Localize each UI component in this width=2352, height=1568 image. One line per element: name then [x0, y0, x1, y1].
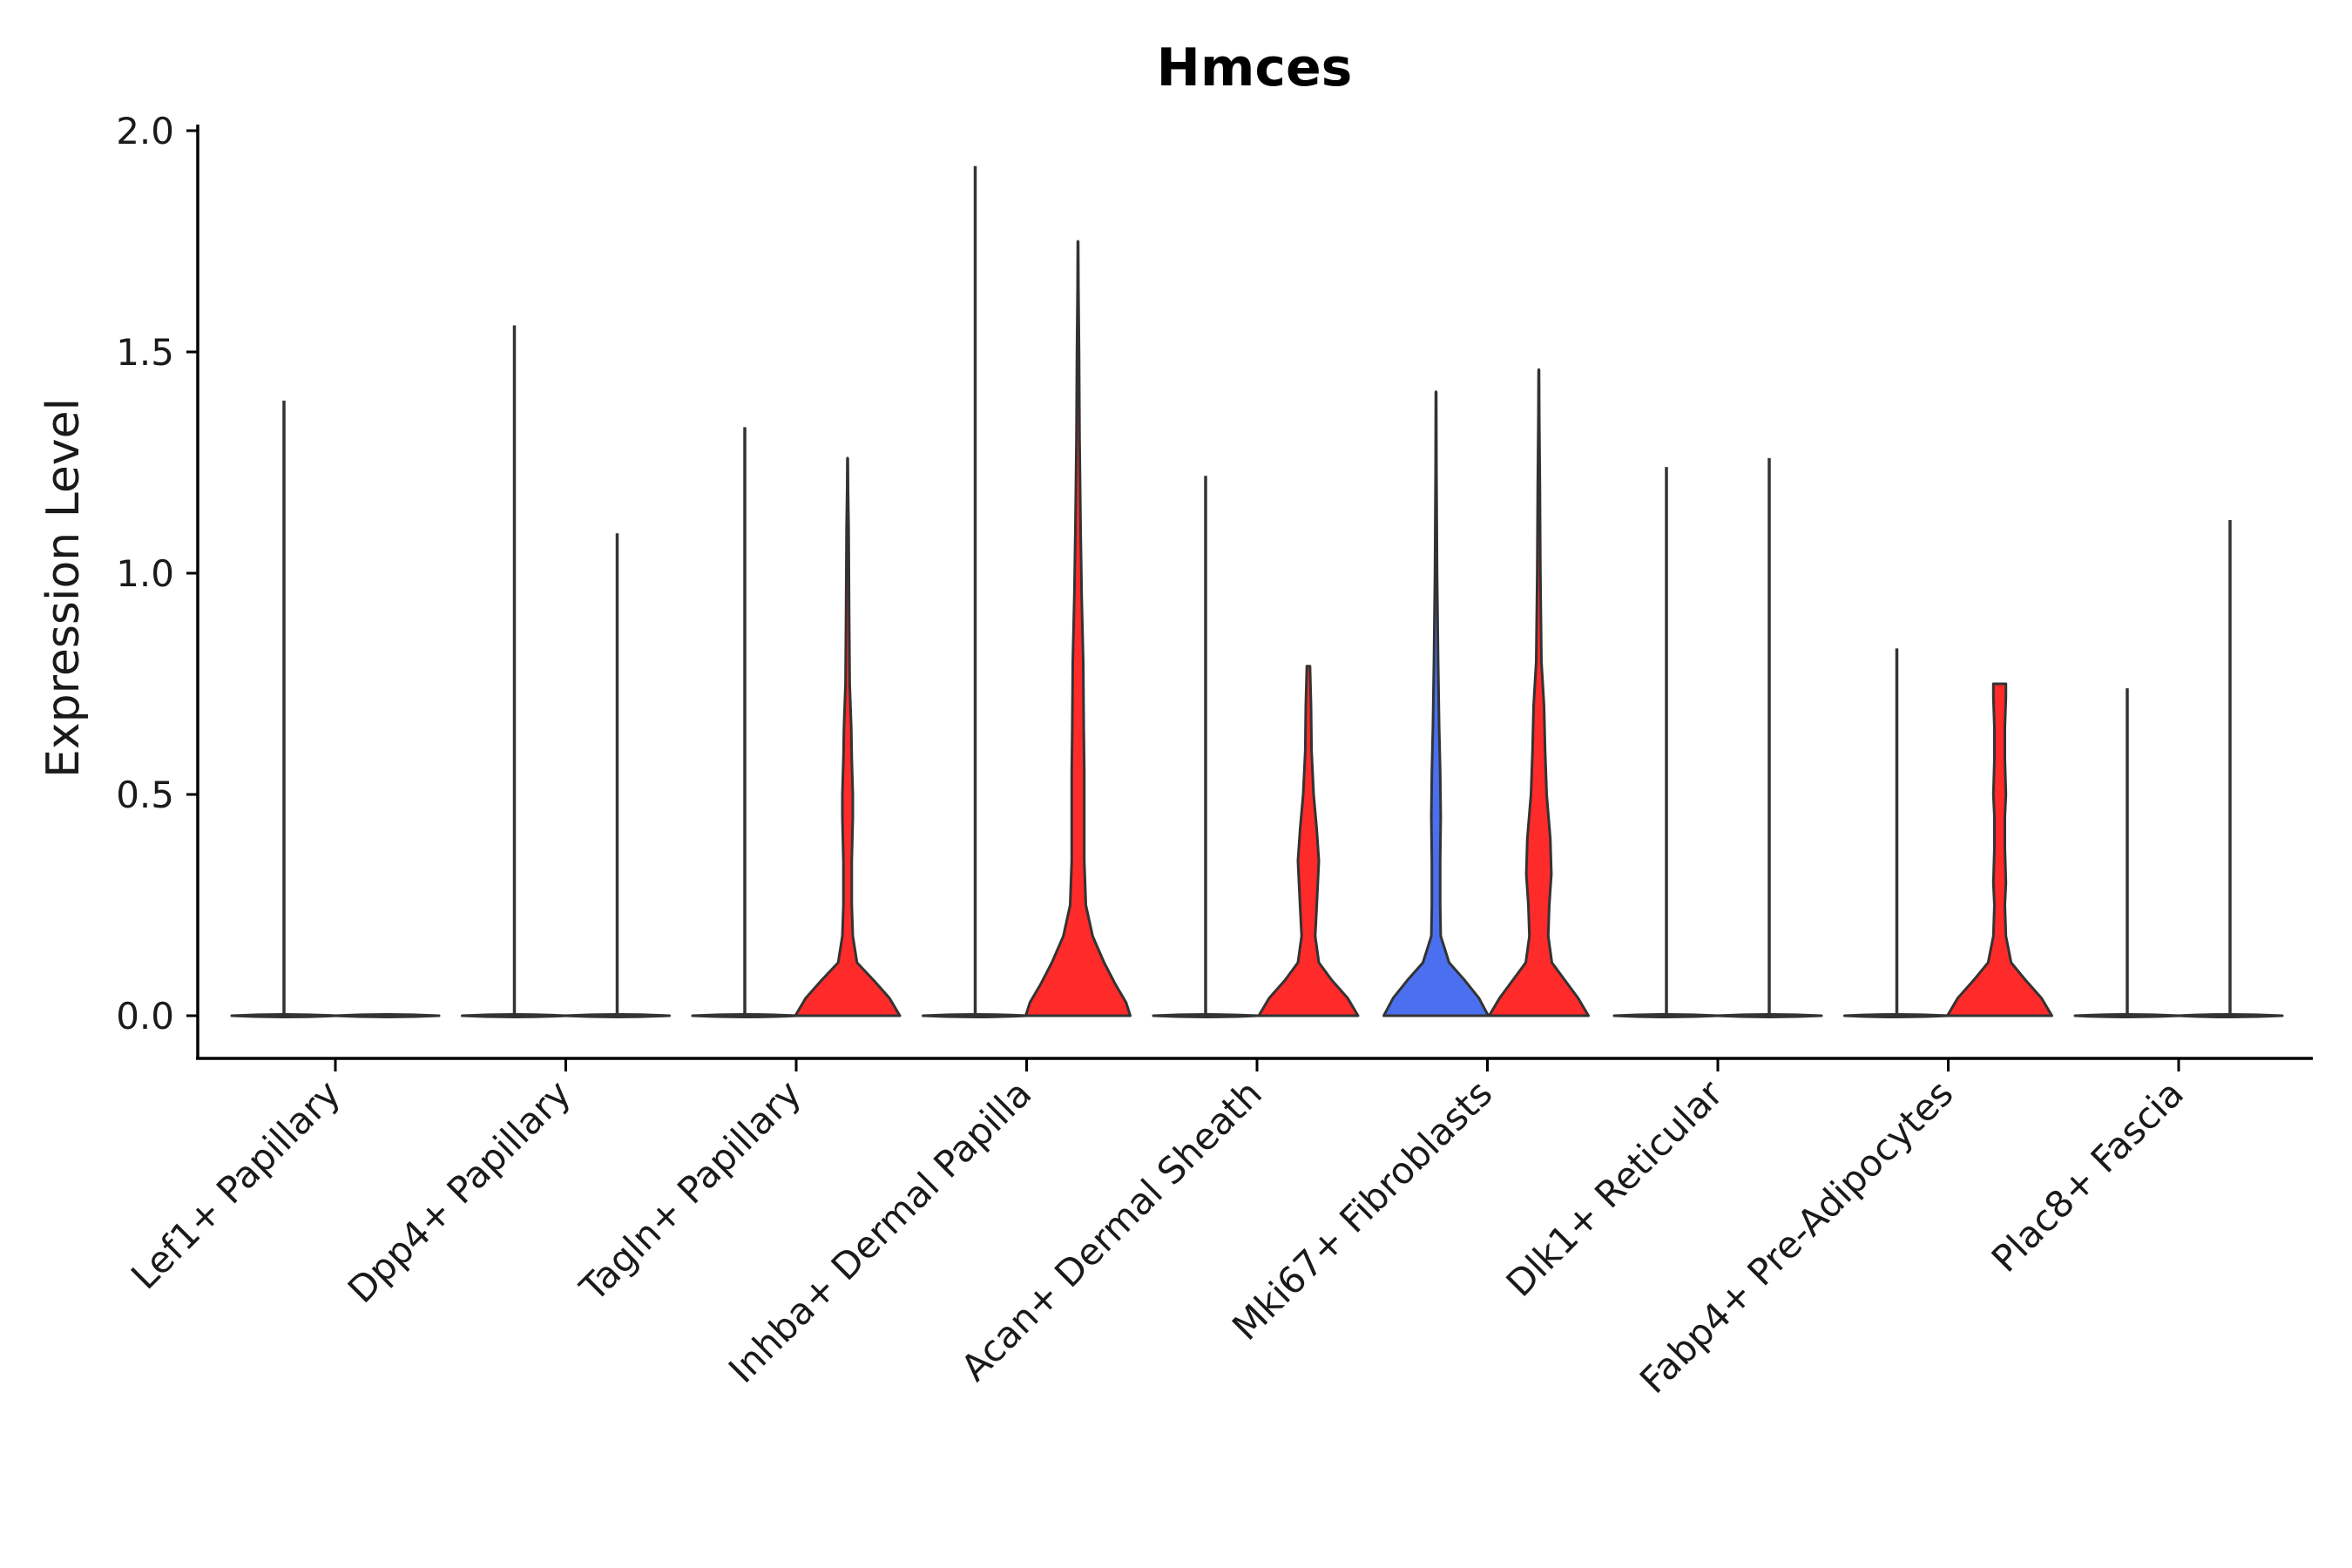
x-tick-label: Lef1+ Papillary: [123, 1071, 348, 1297]
x-tick-label: Plac8+ Fascia: [1984, 1071, 2192, 1280]
violin-4-1: [1257, 665, 1360, 1017]
y-tick-label: 0.5: [116, 774, 174, 816]
violin-2-1: [794, 456, 902, 1017]
y-axis: 0.0 0.5 1.0 1.5 2.0: [116, 110, 198, 1037]
y-tick-label: 0.0: [116, 995, 174, 1037]
violin-layer: [230, 166, 2284, 1018]
violin-3-1: [1024, 240, 1132, 1017]
chart-title: Hmces: [1157, 37, 1353, 98]
x-tick-label: Mki67+ Fibroblasts: [1224, 1071, 1500, 1348]
x-tick-label: Dlk1+ Reticular: [1498, 1071, 1732, 1305]
y-axis-title: Expression Level: [37, 398, 90, 778]
x-tick-label: Dpp4+ Papillary: [340, 1071, 579, 1311]
y-tick-label: 1.5: [116, 331, 174, 374]
violin-5-1: [1488, 368, 1590, 1017]
x-tick-label: Tagln+ Papillary: [571, 1071, 809, 1309]
y-tick-label: 1.0: [116, 552, 174, 595]
y-tick-label: 2.0: [116, 110, 174, 152]
violin-7-1: [1946, 682, 2053, 1017]
violin-5-0: [1382, 390, 1490, 1017]
violin-0-1: [333, 1013, 441, 1018]
